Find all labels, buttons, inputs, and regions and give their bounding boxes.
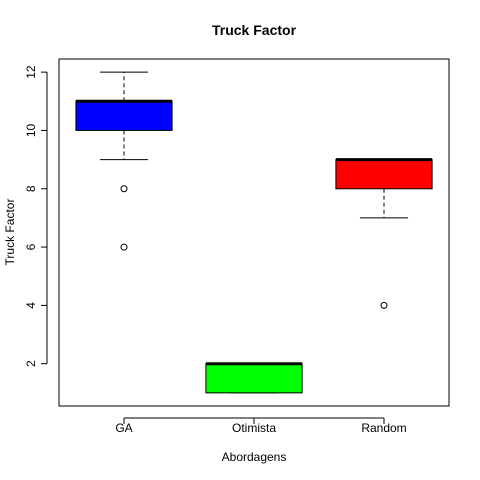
y-tick-label: 8	[24, 185, 38, 192]
box-otimista	[205, 362, 303, 394]
outlier-point	[120, 243, 128, 251]
y-tick-label: 2	[24, 360, 38, 367]
axes: 2 4 6 8 10 12 GA Otimista Random	[24, 65, 407, 435]
y-tick-label: 4	[24, 302, 38, 309]
outlier-point	[380, 301, 388, 309]
box-body	[335, 159, 433, 190]
x-axis-label: Abordagens	[222, 450, 287, 464]
x-tick-label: Otimista	[232, 421, 276, 435]
y-tick-label: 10	[24, 123, 38, 137]
y-axis-label: Truck Factor	[3, 199, 17, 266]
box-random	[335, 158, 433, 309]
y-tick-label: 12	[24, 65, 38, 79]
outlier-point	[120, 185, 128, 193]
box-body	[75, 100, 173, 131]
y-tick-label: 6	[24, 243, 38, 250]
box-body	[205, 363, 303, 394]
chart-title: Truck Factor	[212, 22, 297, 38]
plot-frame	[58, 58, 450, 407]
box-ga	[75, 71, 173, 251]
x-tick-label: Random	[361, 421, 406, 435]
x-tick-label: GA	[115, 421, 132, 435]
boxes	[75, 71, 433, 394]
